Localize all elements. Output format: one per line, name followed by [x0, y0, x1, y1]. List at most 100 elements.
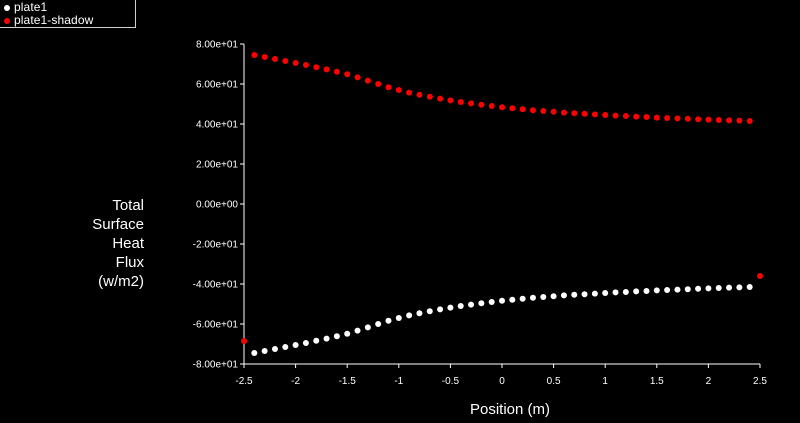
point-plate1-shadow — [302, 62, 309, 68]
point-plate1-shadow — [447, 97, 454, 104]
point-plate1 — [746, 284, 753, 290]
point-plate1 — [509, 296, 516, 303]
x-tick-label: -1.5 — [339, 376, 357, 387]
point-plate1 — [560, 292, 567, 299]
point-plate1-shadow — [457, 99, 464, 105]
point-plate1 — [715, 285, 722, 291]
y-tick-label: 4.00e+01 — [196, 120, 238, 131]
point-plate1-shadow — [715, 117, 722, 123]
y-tick-label: -4.00e+01 — [193, 280, 239, 291]
point-plate1 — [633, 288, 640, 295]
point-plate1 — [726, 284, 733, 291]
point-plate1-shadow — [550, 108, 557, 115]
point-plate1 — [261, 348, 268, 354]
point-plate1 — [416, 310, 423, 317]
point-plate1-shadow — [416, 91, 423, 98]
y-axis-label-line: Surface — [92, 216, 144, 233]
point-plate1 — [674, 286, 681, 293]
point-plate1-shadow — [499, 104, 505, 111]
point-plate1-shadow — [674, 115, 681, 122]
legend-swatch-plate1 — [4, 4, 10, 11]
y-tick-label: 6.00e+01 — [196, 80, 238, 91]
point-plate1-shadow — [529, 107, 536, 114]
point-plate1-shadow — [622, 113, 629, 119]
point-plate1-shadow — [653, 114, 660, 121]
y-tick-label: -6.00e+01 — [193, 320, 239, 331]
point-plate1-shadow — [560, 109, 567, 116]
point-plate1 — [499, 297, 505, 304]
point-plate1 — [468, 301, 475, 308]
point-plate1 — [612, 289, 619, 296]
point-plate1-shadow — [364, 77, 371, 84]
point-plate1 — [622, 289, 629, 295]
point-plate1-shadow — [726, 117, 733, 124]
point-plate1 — [313, 337, 320, 344]
point-plate1 — [426, 308, 433, 315]
point-plate1 — [653, 287, 660, 294]
point-plate1 — [333, 333, 340, 340]
point-plate1-shadow — [313, 64, 320, 71]
point-plate1-shadow — [591, 111, 598, 118]
point-plate1-shadow — [344, 71, 351, 78]
legend-swatch-plate1-shadow — [4, 17, 10, 24]
point-plate1 — [395, 315, 402, 321]
point-plate1-shadow — [705, 116, 712, 123]
point-plate1-shadow — [292, 60, 299, 66]
y-tick-label: 2.00e+01 — [196, 160, 238, 171]
point-plate1-shadow — [468, 100, 475, 107]
x-axis-ticks: -2.5 -2 -1.5 -1 -0.5 0 0.5 1 1.5 2 2.5 — [235, 364, 767, 387]
point-plate1-shadow — [261, 54, 268, 60]
legend-item-plate1: plate1 — [2, 1, 47, 14]
point-plate1 — [323, 335, 330, 342]
point-plate1 — [550, 293, 557, 300]
point-plate1-shadow — [282, 58, 289, 64]
point-plate1 — [643, 288, 650, 294]
y-axis-label-line: Heat — [112, 235, 144, 252]
edge-point-marker — [757, 273, 763, 279]
point-plate1-shadow — [684, 115, 691, 122]
legend-label-plate1-shadow: plate1-shadow — [14, 13, 94, 27]
y-tick-label: 0.00e+00 — [196, 200, 238, 211]
x-tick-label: -0.5 — [442, 376, 460, 387]
point-plate1 — [344, 330, 351, 337]
x-tick-label: 0 — [499, 376, 505, 387]
y-axis-label-line: Flux — [115, 254, 144, 271]
point-plate1-shadow — [746, 118, 753, 124]
point-plate1 — [375, 321, 382, 327]
y-tick-label: -2.00e+01 — [193, 240, 239, 251]
point-plate1 — [354, 327, 361, 334]
point-plate1-shadow — [736, 117, 743, 124]
point-plate1-shadow — [695, 116, 702, 123]
point-plate1 — [736, 284, 743, 291]
legend-item-plate1-shadow: plate1-shadow — [2, 14, 93, 27]
point-plate1-shadow — [509, 105, 516, 112]
point-plate1 — [488, 299, 495, 305]
legend: plate1 plate1-shadow — [0, 0, 136, 28]
point-plate1 — [437, 306, 444, 313]
y-axis-label-line: Total — [112, 197, 144, 214]
point-plate1 — [602, 290, 609, 296]
point-plate1 — [292, 342, 299, 348]
point-plate1-shadow — [602, 112, 609, 118]
point-plate1 — [664, 287, 671, 293]
point-plate1 — [364, 324, 371, 331]
point-plate1-shadow — [488, 103, 495, 109]
point-plate1-shadow — [664, 115, 671, 121]
point-plate1 — [695, 285, 702, 292]
point-plate1-shadow — [323, 66, 330, 73]
point-plate1-shadow — [571, 110, 578, 117]
point-plate1 — [705, 285, 712, 292]
point-plate1-shadow — [478, 101, 485, 108]
point-plate1-shadow — [354, 74, 361, 81]
x-tick-label: -1 — [394, 376, 403, 387]
y-axis-label: Total Surface Heat Flux (w/m2) — [92, 196, 144, 291]
point-plate1-shadow — [406, 89, 413, 96]
edge-point-marker — [241, 338, 247, 344]
y-axis-ticks: 8.00e+01 6.00e+01 4.00e+01 2.00e+01 0.00e+00… — [193, 40, 244, 371]
x-tick-label: 1.5 — [650, 376, 664, 387]
point-plate1-shadow — [395, 87, 402, 93]
point-plate1 — [406, 312, 413, 319]
x-tick-label: 2 — [706, 376, 712, 387]
y-tick-label: -8.00e+01 — [193, 360, 239, 371]
